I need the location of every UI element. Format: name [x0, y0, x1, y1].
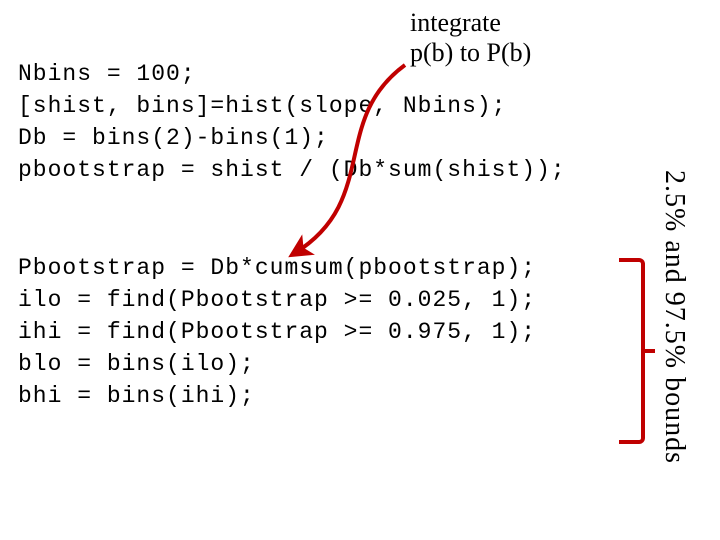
annotation-integrate-line1: integrate	[410, 8, 531, 38]
code-block-1: Nbins = 100; [shist, bins]=hist(slope, N…	[18, 58, 566, 186]
code-block-2: Pbootstrap = Db*cumsum(pbootstrap); ilo …	[18, 252, 536, 412]
bracket-icon	[619, 258, 645, 444]
annotation-integrate-line2: p(b) to P(b)	[410, 38, 531, 68]
annotation-bounds: 2.5% and 97.5% bounds	[658, 170, 690, 464]
annotation-integrate: integrate p(b) to P(b)	[410, 8, 531, 68]
